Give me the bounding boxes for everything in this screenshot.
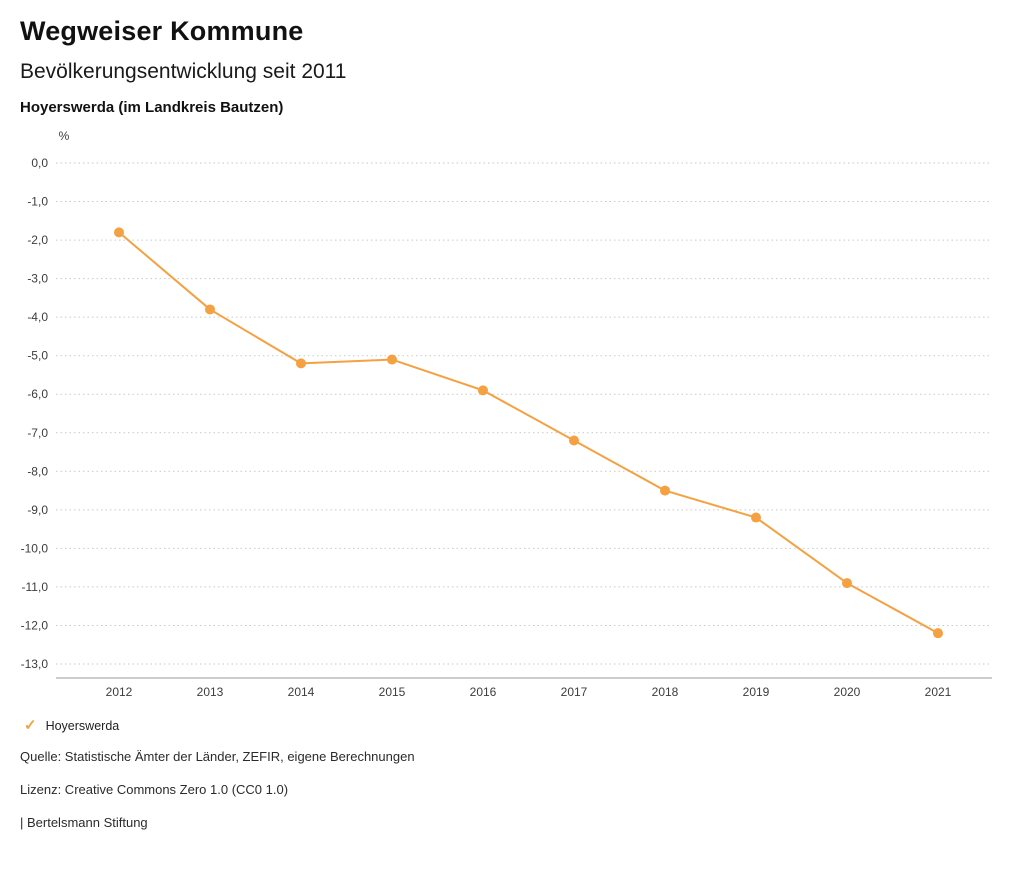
data-point[interactable] bbox=[114, 227, 124, 238]
license-text: Lizenz: Creative Commons Zero 1.0 (CC0 1… bbox=[20, 782, 289, 797]
x-tick-label: 2015 bbox=[379, 685, 406, 699]
legend-item-hoyerswerda[interactable]: ✓ Hoyerswerda bbox=[24, 718, 119, 733]
legend-check-icon: ✓ bbox=[24, 717, 37, 734]
y-tick-label: -1,0 bbox=[27, 195, 48, 209]
y-tick-label: -6,0 bbox=[27, 387, 48, 401]
y-tick-label: -7,0 bbox=[27, 426, 48, 440]
x-tick-label: 2013 bbox=[197, 685, 224, 699]
attribution-text: | Bertelsmann Stiftung bbox=[20, 815, 148, 830]
data-point[interactable] bbox=[296, 358, 306, 369]
x-tick-label: 2017 bbox=[561, 685, 588, 699]
chart-header: Wegweiser Kommune Bevölkerungsentwicklun… bbox=[0, 0, 1024, 116]
chart-footer: Quelle: Statistische Ämter der Länder, Z… bbox=[0, 735, 1024, 830]
region-label: Hoyerswerda (im Landkreis Bautzen) bbox=[20, 99, 284, 116]
data-point[interactable] bbox=[387, 354, 397, 365]
series-line-hoyerswerda bbox=[118, 231, 939, 635]
x-tick-label: 2012 bbox=[106, 685, 133, 699]
data-point[interactable] bbox=[205, 304, 215, 315]
y-tick-label: -13,0 bbox=[21, 657, 49, 671]
x-tick-label: 2020 bbox=[834, 685, 861, 699]
line-chart: % 0,0 -1,0 -2,0 -3,0 -4,0 -5,0 -6,0 -7,0 -8,0 -9,0… bbox=[0, 118, 1024, 708]
x-tick-label: 2021 bbox=[925, 685, 952, 699]
legend-label: Hoyerswerda bbox=[45, 718, 120, 733]
chart-canvas: % 0,0 -1,0 -2,0 -3,0 -4,0 -5,0 -6,0 -7,0 -8,0 -9,0… bbox=[21, 129, 992, 699]
y-tick-label: -5,0 bbox=[27, 349, 48, 363]
source-text: Quelle: Statistische Ämter der Länder, Z… bbox=[20, 749, 415, 764]
data-point[interactable] bbox=[660, 485, 670, 496]
y-tick-label: -3,0 bbox=[27, 272, 48, 286]
x-tick-label: 2018 bbox=[652, 685, 679, 699]
page-title: Wegweiser Kommune bbox=[20, 16, 304, 46]
y-tick-label: -9,0 bbox=[27, 503, 48, 517]
x-tick-label: 2016 bbox=[470, 685, 497, 699]
y-tick-label: -4,0 bbox=[27, 310, 48, 324]
data-point[interactable] bbox=[478, 385, 488, 396]
y-axis-unit-label: % bbox=[59, 129, 70, 143]
data-point[interactable] bbox=[569, 435, 579, 446]
data-point[interactable] bbox=[933, 628, 943, 639]
y-tick-label: -10,0 bbox=[21, 541, 49, 555]
y-tick-label: -11,0 bbox=[22, 580, 49, 594]
data-point[interactable] bbox=[842, 578, 852, 589]
y-tick-label: -8,0 bbox=[27, 464, 48, 478]
y-tick-label: 0,0 bbox=[31, 156, 48, 170]
y-tick-label: -2,0 bbox=[27, 233, 48, 247]
x-tick-label: 2019 bbox=[743, 685, 770, 699]
y-tick-label: -12,0 bbox=[21, 618, 49, 632]
chart-title: Bevölkerungsentwicklung seit 2011 bbox=[20, 60, 347, 83]
x-tick-label: 2014 bbox=[288, 685, 315, 699]
data-point[interactable] bbox=[751, 512, 761, 523]
